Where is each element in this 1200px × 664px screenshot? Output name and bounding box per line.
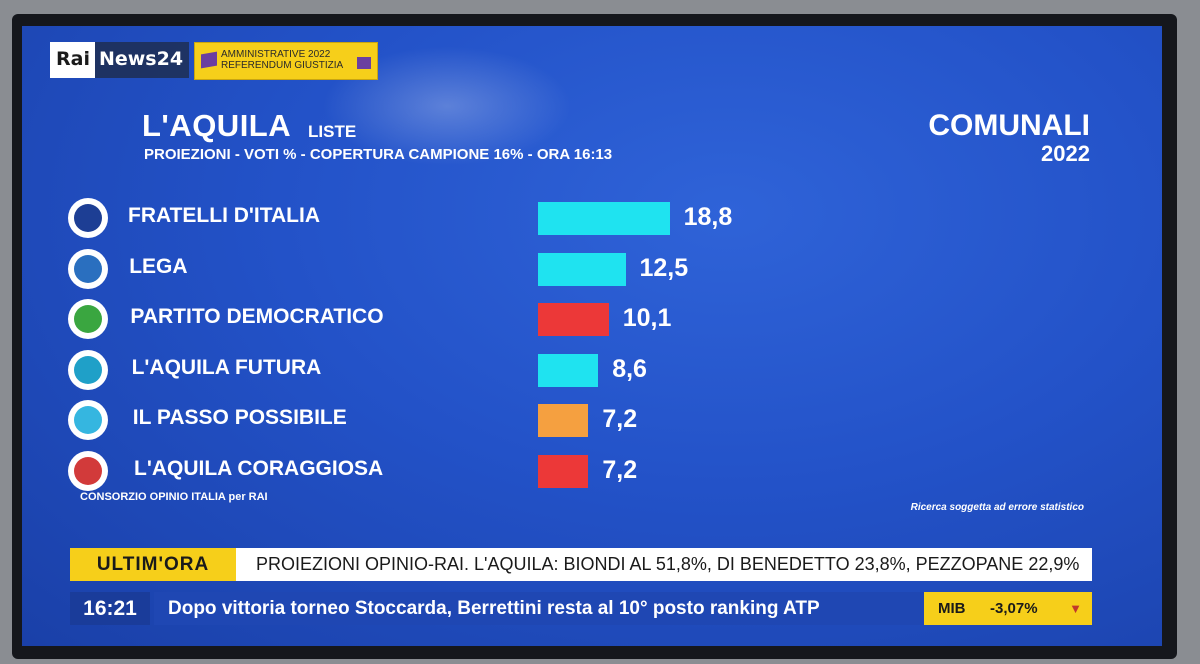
badge-line1: AMMINISTRATIVE 2022 bbox=[221, 49, 331, 60]
result-bar bbox=[538, 404, 589, 437]
party-logo-mark bbox=[74, 254, 102, 283]
ballot-box-icon bbox=[357, 57, 371, 69]
party-logo-icon bbox=[68, 400, 108, 440]
rainews24-logo: Rai News24 bbox=[50, 42, 190, 78]
party-logo-icon bbox=[68, 349, 108, 390]
amministrative-badge: AMMINISTRATIVE 2022 REFERENDUM GIUSTIZIA bbox=[194, 42, 378, 80]
result-bar bbox=[538, 252, 626, 286]
party-name-label: PARTITO DEMOCRATICO bbox=[130, 305, 384, 328]
party-logo-icon bbox=[68, 450, 108, 491]
result-value-label: 8,6 bbox=[612, 354, 647, 383]
party-name-label: FRATELLI D'ITALIA bbox=[128, 204, 321, 227]
party-logo-icon bbox=[68, 248, 108, 289]
result-value-label: 10,1 bbox=[622, 304, 672, 332]
result-bar bbox=[538, 202, 670, 235]
page-title: L'AQUILA bbox=[142, 108, 292, 143]
news-ticker: 16:21 Dopo vittoria torneo Stoccarda, Be… bbox=[70, 592, 1092, 630]
mib-label: MIB bbox=[938, 600, 966, 617]
badge-line2: REFERENDUM GIUSTIZIA bbox=[221, 60, 344, 71]
down-arrow-icon: ▼ bbox=[1069, 601, 1082, 616]
party-logo-mark bbox=[74, 355, 102, 384]
result-bar bbox=[538, 353, 599, 387]
result-value-label: 12,5 bbox=[639, 253, 689, 282]
comunali-year: 2022 bbox=[1041, 141, 1090, 166]
result-bar bbox=[538, 454, 589, 488]
statistical-error-note: Ricerca soggetta ad errore statistico bbox=[910, 502, 1084, 513]
consorzio-credit: CONSORZIO OPINIO ITALIA per RAI bbox=[80, 491, 268, 503]
party-name-label: L'AQUILA FUTURA bbox=[131, 355, 322, 379]
result-value-label: 18,8 bbox=[683, 203, 733, 231]
clock: 16:21 bbox=[70, 592, 150, 625]
party-logo-icon bbox=[68, 198, 108, 238]
party-logo-mark bbox=[74, 406, 102, 434]
subtitle: PROIEZIONI - VOTI % - COPERTURA CAMPIONE… bbox=[144, 146, 613, 163]
ultim-ora-ticker: ULTIM'ORA PROIEZIONI OPINIO-RAI. L'AQUIL… bbox=[70, 548, 1092, 581]
party-logo-mark bbox=[74, 456, 102, 485]
results-chart: FRATELLI D'ITALIA 18,8 LEGA 12,5 PARTITO DEM… bbox=[22, 26, 1162, 646]
party-name-label: LEGA bbox=[129, 254, 188, 278]
result-value-label: 7,2 bbox=[602, 455, 638, 484]
news-headline: Dopo vittoria torneo Stoccarda, Berretti… bbox=[154, 592, 938, 625]
comunali-label: COMUNALI 2022 bbox=[928, 109, 1090, 168]
logo-rai: Rai bbox=[50, 42, 95, 78]
party-logo-mark bbox=[74, 305, 102, 333]
tv-screen: Rai News24 AMMINISTRATIVE 2022 REFERENDU… bbox=[22, 26, 1162, 646]
mib-value: -3,07% bbox=[990, 600, 1038, 617]
party-name-label: IL PASSO POSSIBILE bbox=[132, 406, 347, 429]
logo-news24: News24 bbox=[94, 42, 190, 78]
mib-index: MIB -3,07% ▼ bbox=[924, 592, 1092, 625]
ultim-ora-text: PROIEZIONI OPINIO-RAI. L'AQUILA: BIONDI … bbox=[256, 554, 1080, 574]
title-suffix: LISTE bbox=[308, 122, 357, 141]
party-name-label: L'AQUILA CORAGGIOSA bbox=[134, 456, 384, 480]
result-value-label: 7,2 bbox=[602, 405, 638, 433]
party-logo-mark bbox=[74, 204, 102, 232]
ultim-ora-label: ULTIM'ORA bbox=[70, 548, 236, 581]
party-logo-icon bbox=[68, 299, 108, 339]
comunali-text: COMUNALI bbox=[928, 109, 1090, 142]
result-bar bbox=[538, 303, 609, 336]
